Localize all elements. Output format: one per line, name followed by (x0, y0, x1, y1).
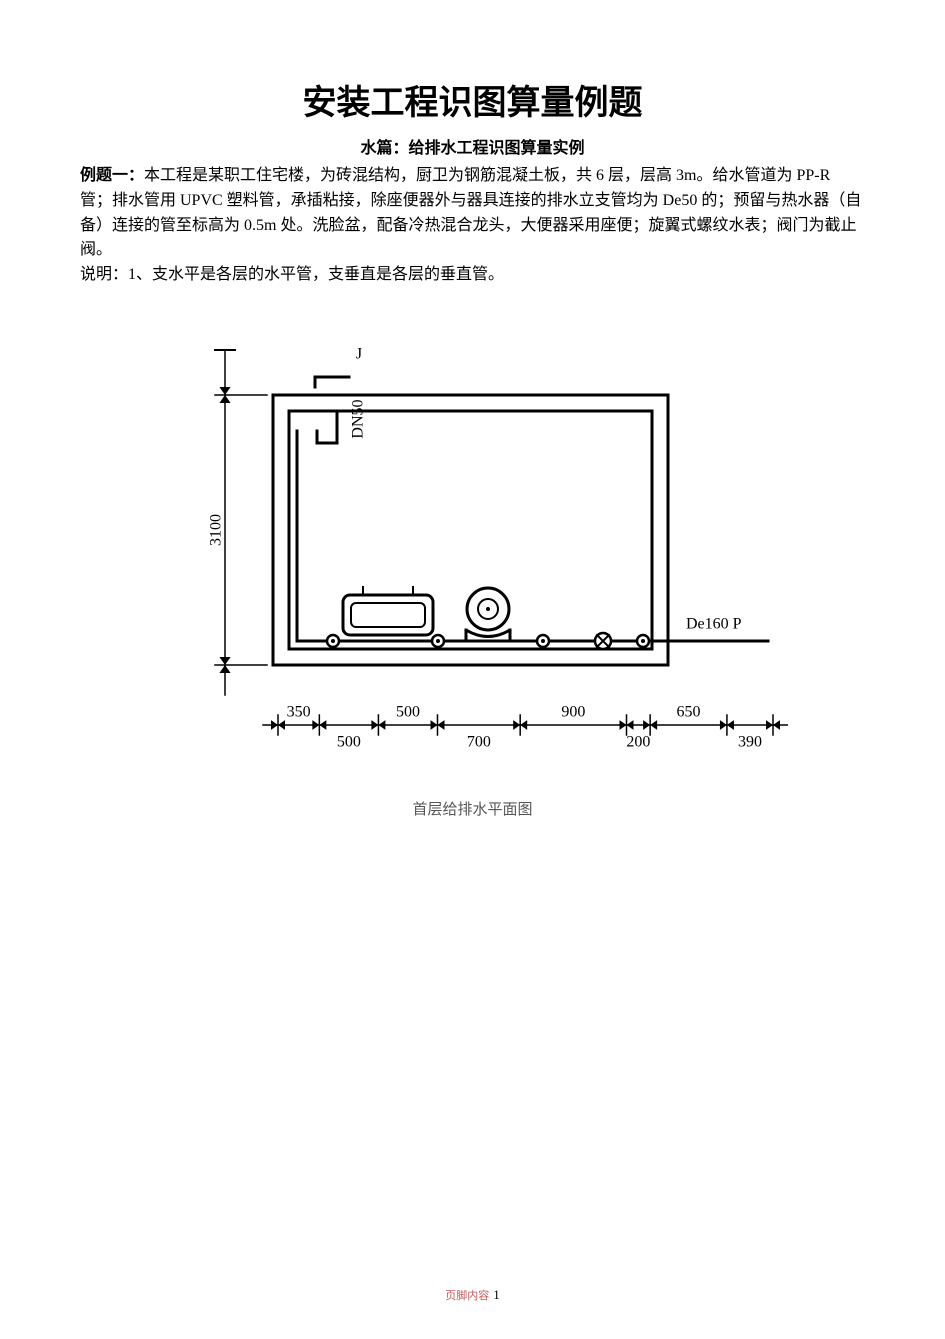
svg-text:3100: 3100 (207, 514, 224, 546)
body-line-1: 本工程是某职工住宅楼，为砖混结构，厨卫为钢筋混凝土板，共 6 层，层高 3m。给… (80, 167, 861, 258)
footer-label: 页脚内容 (445, 1290, 489, 1302)
body-line-2: 说明：1、支水平是各层的水平管，支垂直是各层的垂直管。 (80, 266, 504, 283)
page-subtitle: 水篇：给排水工程识图算量实例 (80, 134, 865, 158)
page-footer: 页脚内容 1 (0, 1287, 945, 1303)
page-title: 安装工程识图算量例题 (80, 75, 865, 124)
diagram-caption: 首层给排水平面图 (80, 798, 865, 819)
svg-text:200: 200 (626, 734, 650, 751)
footer-page-number: 1 (493, 1287, 500, 1302)
svg-text:390: 390 (737, 734, 761, 751)
svg-text:DN50: DN50 (349, 399, 366, 438)
body-text: 例题一：本工程是某职工住宅楼，为砖混结构，厨卫为钢筋混凝土板，共 6 层，层高 … (80, 164, 865, 288)
floor-plan-diagram: J DN50 3100 De160 P 350 500 500 700 900 200 650 390 (158, 300, 788, 790)
svg-text:500: 500 (336, 734, 360, 751)
svg-text:500: 500 (395, 704, 419, 721)
diagram-container: J DN50 3100 De160 P 350 500 500 700 900 200 650 390 (80, 300, 865, 790)
svg-text:J: J (355, 346, 361, 363)
example-label: 例题一： (80, 167, 144, 184)
svg-text:700: 700 (466, 734, 490, 751)
svg-text:900: 900 (561, 704, 585, 721)
svg-text:350: 350 (286, 704, 310, 721)
svg-text:De160 P: De160 P (686, 616, 742, 633)
svg-text:650: 650 (676, 704, 700, 721)
